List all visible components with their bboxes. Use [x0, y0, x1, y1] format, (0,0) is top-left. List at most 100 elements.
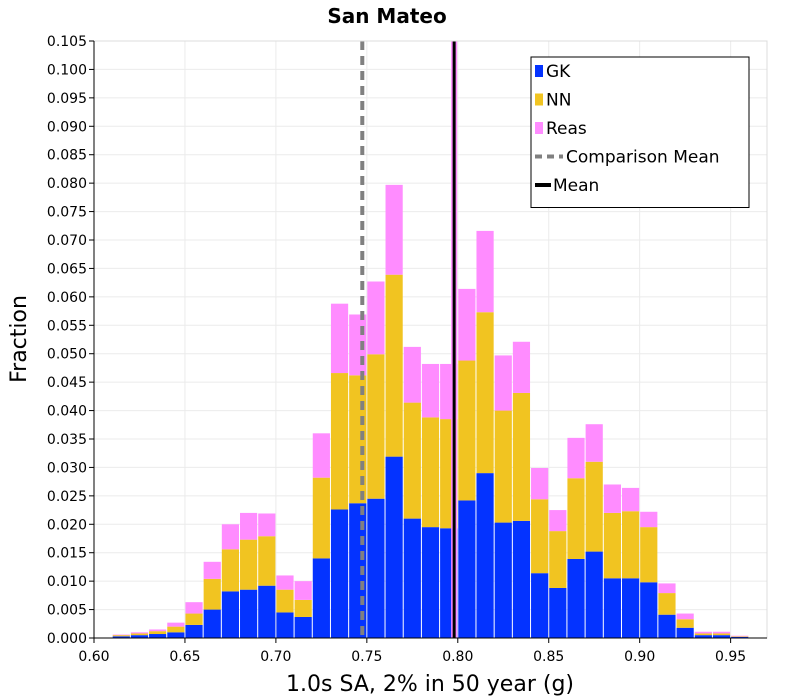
y-tick-label: 0.080 — [47, 176, 87, 192]
bar-gk — [403, 518, 421, 638]
x-tick-label: 0.60 — [78, 649, 109, 665]
bar-reas — [603, 484, 621, 513]
bar-reas — [476, 230, 494, 313]
x-tick-label: 0.95 — [715, 649, 746, 665]
bar-reas — [312, 433, 330, 478]
bar-gk — [149, 634, 167, 638]
bar-nn — [367, 354, 385, 499]
bar-nn — [149, 631, 167, 635]
bar-reas — [494, 355, 512, 411]
bar-nn — [531, 499, 549, 574]
bar-nn — [731, 636, 749, 637]
bar-nn — [676, 619, 694, 628]
bar-nn — [385, 274, 403, 457]
bar-gk — [621, 578, 640, 638]
y-tick-label: 0.090 — [47, 119, 87, 135]
bar-nn — [221, 549, 240, 592]
legend-box — [530, 56, 750, 208]
bar-gk — [512, 520, 531, 638]
bar-reas — [731, 635, 749, 637]
y-tick-label: 0.035 — [47, 432, 87, 448]
y-axis-ticks: 0.000 0.005 0.010 0.015 0.020 0.025 0.030 0.035… — [47, 34, 94, 647]
x-tick-label: 0.90 — [624, 649, 655, 665]
bar-gk — [494, 522, 512, 638]
bar-gk — [385, 456, 403, 638]
bar-gk — [330, 509, 349, 638]
bar-nn — [330, 373, 349, 510]
bar-nn — [130, 633, 149, 636]
bar-nn — [585, 461, 603, 552]
bar-nn — [567, 478, 585, 559]
bar-reas — [567, 437, 585, 479]
y-tick-label: 0.060 — [47, 290, 87, 306]
bar-nn — [294, 599, 312, 617]
mean-lines — [360, 41, 458, 638]
bar-reas — [694, 631, 712, 634]
bar-gk — [203, 609, 221, 638]
x-tick-label: 0.70 — [260, 649, 291, 665]
bar-nn — [276, 589, 294, 613]
legend-swatch-nn — [535, 93, 543, 106]
bar-gk — [694, 635, 712, 638]
bar-gk — [658, 614, 676, 638]
y-tick-label: 0.045 — [47, 375, 87, 391]
legend-swatch-reas — [535, 122, 543, 134]
bar-reas — [330, 303, 349, 374]
bar-gk — [676, 627, 694, 638]
bar-gk — [221, 591, 240, 638]
legend-label-reas: Reas — [546, 119, 587, 139]
bar-reas — [276, 575, 294, 590]
bar-gk — [731, 636, 749, 638]
bar-nn — [258, 536, 276, 586]
bar-reas — [676, 613, 694, 620]
legend-label-mean: Mean — [553, 176, 599, 196]
bar-gk — [585, 551, 603, 638]
chart-title: San Mateo — [327, 4, 446, 28]
bar-reas — [403, 346, 421, 403]
y-tick-label: 0.105 — [47, 34, 87, 50]
bar-nn — [458, 360, 476, 501]
bar-reas — [585, 424, 603, 462]
bar-reas — [640, 511, 658, 528]
y-tick-label: 0.000 — [47, 631, 87, 647]
bar-gk — [567, 558, 585, 638]
bar-reas — [240, 512, 258, 540]
bar-nn — [621, 511, 640, 579]
x-axis-ticks: 0.60 0.65 0.70 0.75 0.80 0.85 0.90 0.95 — [78, 638, 746, 665]
bar-nn — [603, 512, 621, 579]
bar-nn — [694, 633, 712, 636]
y-tick-label: 0.040 — [47, 404, 87, 420]
bar-reas — [385, 184, 403, 275]
bar-reas — [185, 602, 203, 614]
bar-reas — [621, 487, 640, 512]
bar-reas — [512, 341, 531, 393]
legend-swatch-gk — [535, 65, 543, 77]
x-axis-title: 1.0s SA, 2% in 50 year (g) — [286, 672, 574, 697]
y-tick-label: 0.085 — [47, 148, 87, 164]
legend-label-nn: NN — [546, 91, 571, 111]
bar-nn — [512, 392, 531, 521]
y-tick-label: 0.030 — [47, 460, 87, 476]
y-tick-label: 0.010 — [47, 574, 87, 590]
legend: GK NN Reas Comparison Mean Mean — [530, 56, 750, 208]
bar-reas — [221, 524, 240, 550]
bar-nn — [112, 635, 130, 637]
bar-gk — [421, 527, 440, 638]
bar-gk — [185, 624, 203, 638]
y-tick-label: 0.100 — [47, 62, 87, 78]
bar-nn — [240, 539, 258, 590]
bar-nn — [476, 312, 494, 474]
y-tick-label: 0.050 — [47, 347, 87, 363]
bar-reas — [130, 632, 149, 634]
bar-nn — [712, 633, 731, 636]
bar-gk — [549, 587, 567, 638]
y-tick-label: 0.020 — [47, 517, 87, 533]
bar-nn — [494, 410, 512, 523]
bar-gk — [240, 589, 258, 638]
bar-reas — [549, 510, 567, 532]
bar-reas — [167, 622, 185, 627]
bar-gk — [112, 636, 130, 638]
bar-gk — [640, 582, 658, 638]
y-tick-label: 0.075 — [47, 205, 87, 221]
